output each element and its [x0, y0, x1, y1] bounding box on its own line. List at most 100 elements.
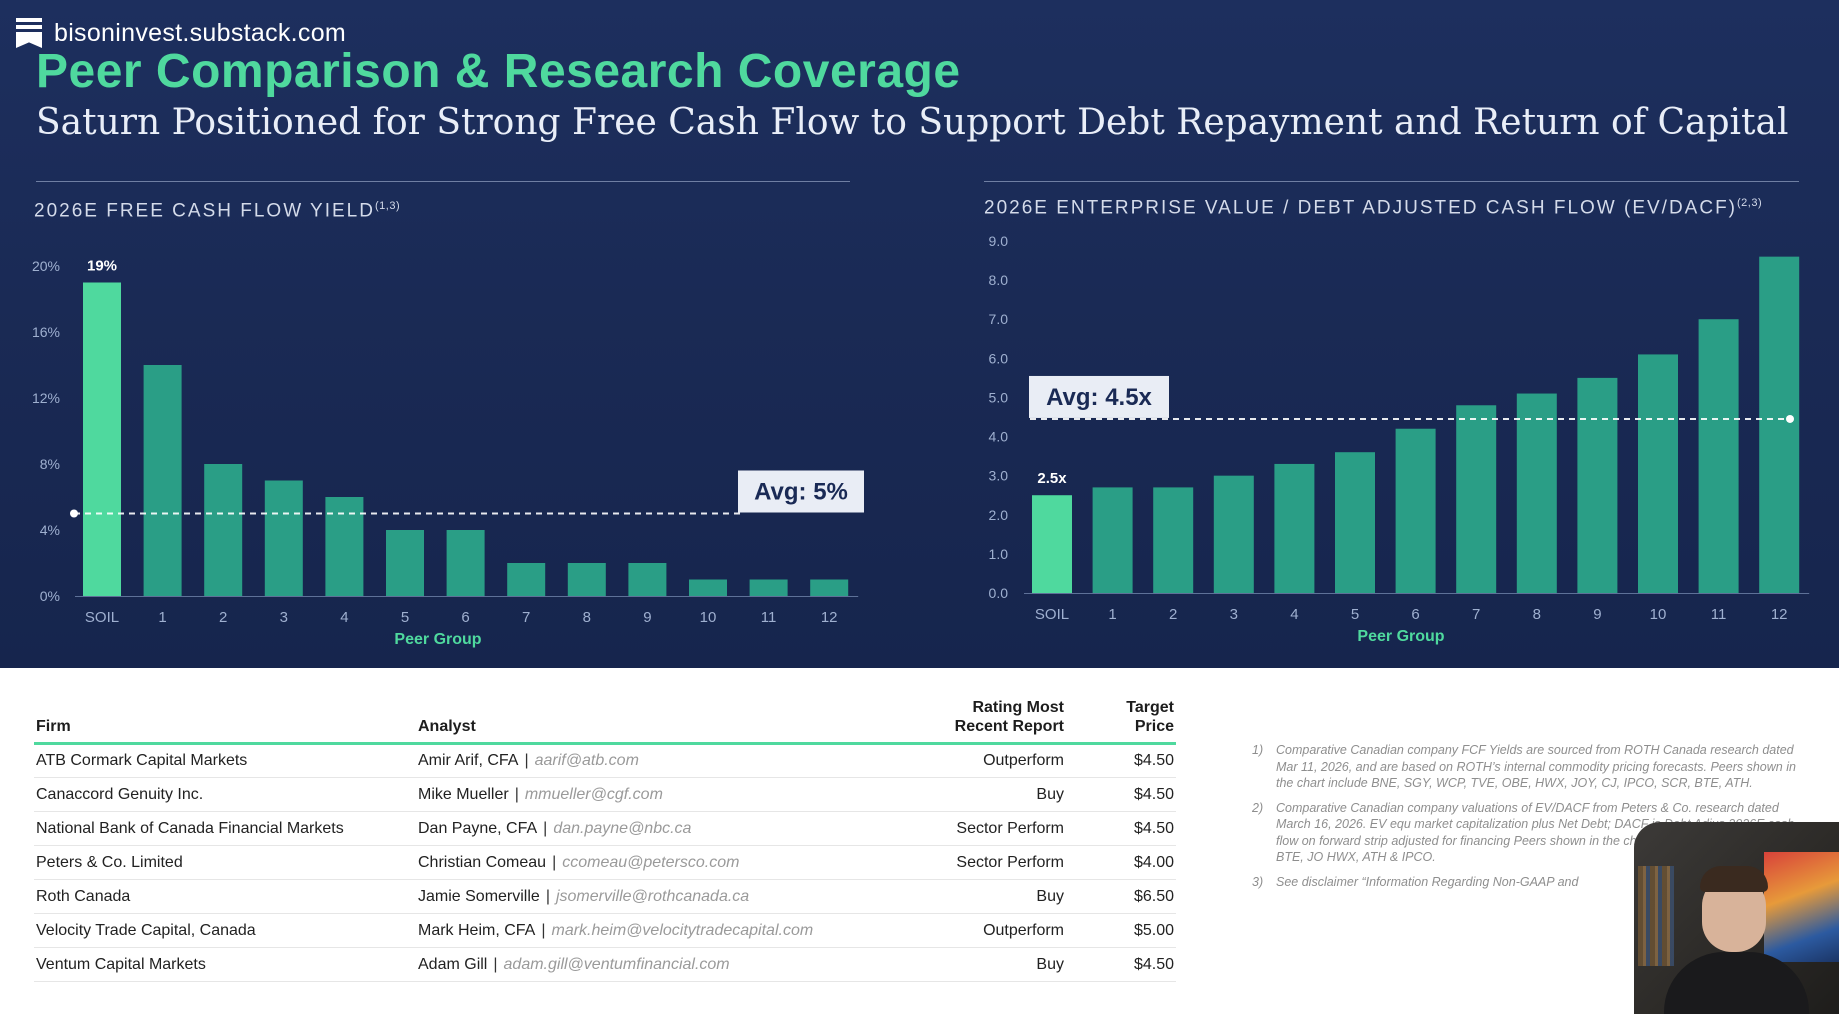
fcf-yield-chart: 0%4%8%12%16%20%SOIL 1 2 3 4 5 6 7 8 9 10 11 1219%Pee… — [32, 258, 864, 648]
x-tick-label: 9 — [1593, 606, 1601, 623]
brand[interactable]: bisoninvest.substack.com — [16, 18, 346, 48]
x-axis-label: Peer Group — [394, 631, 481, 648]
x-tick-label: 10 — [700, 609, 717, 626]
analyst-cell: Mark Heim, CFA | mark.heim@velocitytradeca… — [416, 913, 866, 948]
y-tick-label: 6.0 — [989, 350, 1009, 366]
analyst-email-link[interactable]: dan.payne@nbc.ca — [553, 819, 692, 837]
table-row: Roth Canada Jamie Somerville | jsomerville… — [34, 879, 1176, 914]
fcf-yield-title-footnote: (1,3) — [374, 200, 401, 212]
footnote-number: 2) — [1252, 800, 1264, 815]
research-coverage-table: Firm Analyst Rating Most Recent Report T… — [34, 698, 1176, 982]
y-tick-label: 0.0 — [989, 585, 1009, 601]
separator: | — [541, 921, 546, 939]
analyst-email-link[interactable]: aarif@atb.com — [534, 752, 639, 769]
table-row: Canaccord Genuity Inc. Mike Mueller | mmue… — [34, 777, 1176, 812]
bar-soil — [83, 282, 121, 596]
analyst-name: Mike Mueller — [418, 785, 509, 803]
analyst-email-link[interactable]: mark.heim@velocitytradecapital.com — [551, 921, 814, 939]
fcf-yield-chart-title: 2026E FREE CASH FLOW YIELD(1,3) — [34, 200, 400, 222]
separator: | — [524, 752, 529, 769]
ev-dacf-chart-title: 2026E ENTERPRISE VALUE / DEBT ADJUSTED C… — [984, 197, 1762, 219]
footnote-number: 1) — [1252, 743, 1264, 757]
analyst-cell: Christian Comeau | ccomeau@petersco.com — [416, 845, 866, 880]
analyst-email-link[interactable]: ccomeau@petersco.com — [562, 853, 740, 871]
footnote-text: Comparative Canadian company FCF Yields … — [1276, 743, 1796, 790]
analyst-cell: Mike Mueller | mmueller@cgf.com — [416, 777, 866, 812]
table-row: ATB Cormark Capital Markets Amir Arif, C… — [34, 743, 1176, 778]
bar-peer — [1092, 487, 1133, 593]
average-callout: Avg: 4.5x — [1029, 375, 1169, 418]
footnote-number: 3) — [1252, 874, 1264, 889]
analyst-header: Analyst — [418, 718, 476, 735]
bar-peer — [1335, 452, 1375, 593]
bar-peer — [628, 563, 667, 596]
analyst-email-link[interactable]: jsomerville@rothcanada.ca — [555, 887, 750, 905]
price-header-line1: Target — [1126, 699, 1174, 716]
x-tick-label: 12 — [1771, 606, 1788, 623]
x-tick-label: SOIL — [85, 609, 119, 626]
bar-peer — [386, 530, 424, 596]
bar-peer — [1577, 377, 1618, 593]
y-tick-label: 20% — [32, 258, 60, 274]
y-tick-label: 16% — [32, 324, 60, 340]
bar-peer — [567, 563, 606, 596]
y-tick-label: 0% — [40, 588, 60, 604]
analyst-name: Dan Payne, CFA — [418, 819, 538, 837]
brand-name[interactable]: bisoninvest.substack.com — [54, 18, 347, 47]
y-tick-label: 9.0 — [989, 233, 1009, 249]
x-tick-label: 7 — [1472, 606, 1480, 623]
analyst-name: Christian Comeau — [418, 853, 547, 871]
research-coverage-section: Firm Analyst Rating Most Recent Report T… — [0, 668, 1839, 1014]
fcf-yield-title-text: 2026E FREE CASH FLOW YIELD — [34, 200, 375, 222]
ev-dacf-title-footnote: (2,3) — [1737, 197, 1763, 209]
analyst-email-link[interactable]: mmueller@cgf.com — [524, 785, 663, 803]
x-tick-label: 3 — [1230, 606, 1238, 623]
x-tick-label: 9 — [643, 609, 651, 626]
analyst-email-link[interactable]: adam.gill@ventumfinancial.com — [503, 955, 730, 973]
analyst-name: Amir Arif, CFA — [418, 752, 519, 769]
x-tick-label: 10 — [1650, 606, 1667, 623]
painting-background — [1764, 852, 1839, 962]
bar-peer — [1759, 256, 1800, 593]
average-callout: Avg: 5% — [738, 470, 864, 513]
bar-peer — [143, 365, 182, 596]
rating-header: Rating Most Recent Report — [866, 698, 1066, 744]
analyst-cell: Jamie Somerville | jsomerville@rothcanada.… — [416, 879, 866, 914]
bar-peer — [507, 563, 546, 596]
y-tick-label: 12% — [32, 390, 60, 406]
firm-cell: Roth Canada — [34, 879, 416, 914]
bar-peer — [446, 530, 485, 596]
bar-peer — [264, 480, 303, 596]
price-cell: $4.00 — [1066, 845, 1176, 880]
bar-peer — [1456, 405, 1497, 593]
x-tick-label: 1 — [158, 609, 166, 626]
price-cell: $6.50 — [1066, 879, 1176, 914]
table-row: Velocity Trade Capital, Canada Mark Heim… — [34, 913, 1176, 948]
slide-title: Peer Comparison & Research Coverage — [36, 45, 961, 98]
bar-peer — [1516, 393, 1557, 593]
separator: | — [493, 955, 498, 973]
x-tick-label: 8 — [1533, 606, 1541, 623]
analyst-name: Jamie Somerville — [418, 887, 540, 905]
rating-cell: Outperform — [866, 913, 1066, 948]
x-tick-label: 4 — [340, 609, 348, 626]
bar-soil — [1032, 495, 1072, 593]
separator: | — [543, 819, 548, 837]
x-tick-label: 11 — [1711, 606, 1727, 623]
price-header: Target Price — [1066, 698, 1176, 744]
analyst-name: Mark Heim, CFA — [418, 921, 536, 939]
table-row: Peters & Co. Limited Christian Comeau | cc… — [34, 845, 1176, 880]
price-cell: $4.50 — [1066, 947, 1176, 982]
rating-header-line2: Recent Report — [954, 718, 1064, 735]
x-tick-label: 2 — [219, 609, 227, 626]
analyst-cell: Adam Gill | adam.gill@ventumfinancial.com — [416, 947, 866, 982]
price-cell: $4.50 — [1066, 777, 1176, 812]
slide-subtitle: Saturn Positioned for Strong Free Cash F… — [36, 102, 1789, 143]
price-cell: $4.50 — [1066, 743, 1176, 778]
separator: | — [514, 785, 519, 803]
analyst-cell: Dan Payne, CFA | dan.payne@nbc.ca — [416, 811, 866, 846]
footnotes: 1) Comparative Canadian company FCF Yiel… — [1252, 742, 1812, 898]
analyst-name: Adam Gill — [418, 955, 488, 973]
rating-cell: Buy — [866, 777, 1066, 812]
average-marker — [1786, 414, 1794, 423]
